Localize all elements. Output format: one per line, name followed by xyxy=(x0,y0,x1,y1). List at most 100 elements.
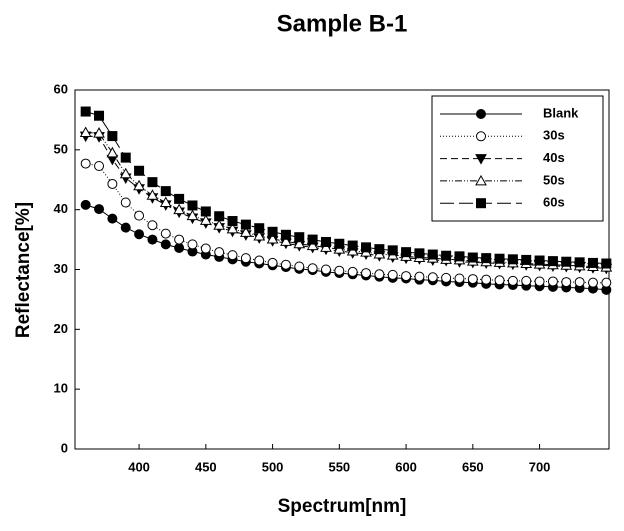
marker xyxy=(79,126,92,137)
x-tick-label: 650 xyxy=(462,459,484,474)
marker xyxy=(587,277,598,288)
marker xyxy=(120,197,131,208)
marker xyxy=(441,250,452,261)
marker xyxy=(574,257,585,268)
y-tick-label: 30 xyxy=(54,261,68,276)
y-tick-label: 60 xyxy=(54,81,68,96)
marker xyxy=(187,200,198,211)
x-tick-label: 600 xyxy=(395,459,417,474)
marker xyxy=(253,229,266,241)
marker xyxy=(427,272,438,283)
marker xyxy=(481,253,492,264)
marker xyxy=(587,257,598,268)
marker xyxy=(174,242,185,253)
legend-label: 40s xyxy=(543,150,565,165)
marker xyxy=(80,158,91,169)
marker xyxy=(521,254,532,265)
marker xyxy=(454,273,465,284)
marker xyxy=(534,255,545,266)
legend-marker xyxy=(475,174,487,186)
marker xyxy=(494,253,505,264)
marker xyxy=(254,255,265,266)
marker xyxy=(467,274,478,285)
marker xyxy=(401,271,412,282)
x-tick-label: 550 xyxy=(328,459,350,474)
marker xyxy=(414,248,425,259)
marker xyxy=(361,242,372,253)
marker xyxy=(267,226,278,237)
marker xyxy=(93,127,105,138)
marker xyxy=(307,263,318,274)
marker xyxy=(294,261,305,272)
marker xyxy=(174,193,185,204)
marker xyxy=(534,276,545,287)
series-line xyxy=(85,111,607,264)
x-tick-label: 700 xyxy=(529,459,551,474)
marker xyxy=(134,229,145,240)
marker xyxy=(147,220,158,231)
legend: Blank 30s 40s 50s 60s xyxy=(431,95,604,222)
marker xyxy=(186,209,199,221)
marker xyxy=(266,232,279,244)
marker xyxy=(199,214,212,225)
marker xyxy=(200,206,211,217)
marker xyxy=(387,245,398,256)
marker xyxy=(173,203,185,215)
marker xyxy=(561,277,572,288)
marker xyxy=(227,250,238,261)
legend-marker xyxy=(475,154,487,165)
marker xyxy=(414,271,425,282)
marker xyxy=(80,106,91,117)
marker xyxy=(213,219,226,230)
series-line xyxy=(85,163,607,284)
legend-label: 60s xyxy=(543,195,565,210)
marker xyxy=(80,199,91,210)
x-tick-label: 400 xyxy=(128,459,150,474)
marker xyxy=(226,222,239,234)
legend-label: Blank xyxy=(543,105,579,120)
marker xyxy=(133,179,145,191)
legend-marker xyxy=(476,131,486,142)
marker xyxy=(441,272,452,283)
marker xyxy=(134,210,145,221)
marker xyxy=(427,249,438,260)
x-axis-label: Spectrum[nm] xyxy=(278,496,407,517)
marker xyxy=(254,223,265,234)
marker xyxy=(320,236,331,247)
marker xyxy=(334,265,345,276)
x-tick-label: 450 xyxy=(195,459,217,474)
marker xyxy=(547,256,558,267)
marker xyxy=(306,239,319,251)
y-tick-label: 0 xyxy=(61,440,68,455)
marker xyxy=(347,240,358,251)
marker xyxy=(160,228,171,239)
marker xyxy=(494,275,505,286)
series-line xyxy=(85,135,607,269)
marker xyxy=(119,167,132,179)
marker xyxy=(94,110,105,121)
series-line xyxy=(85,204,607,291)
marker xyxy=(280,259,291,270)
marker xyxy=(547,276,558,287)
y-tick-label: 10 xyxy=(54,381,68,396)
marker xyxy=(574,277,585,288)
marker xyxy=(467,252,478,263)
marker xyxy=(481,274,492,285)
marker xyxy=(174,234,185,245)
marker xyxy=(159,196,172,207)
marker xyxy=(227,216,238,227)
marker xyxy=(160,186,171,197)
marker xyxy=(401,247,412,258)
marker xyxy=(307,234,318,245)
marker xyxy=(521,275,532,286)
marker xyxy=(120,152,131,163)
marker xyxy=(107,131,118,142)
marker xyxy=(320,264,331,275)
x-tick-label: 500 xyxy=(262,459,284,474)
legend-marker xyxy=(476,198,486,209)
y-tick-label: 20 xyxy=(54,321,68,336)
marker xyxy=(280,229,291,240)
marker xyxy=(601,258,612,269)
